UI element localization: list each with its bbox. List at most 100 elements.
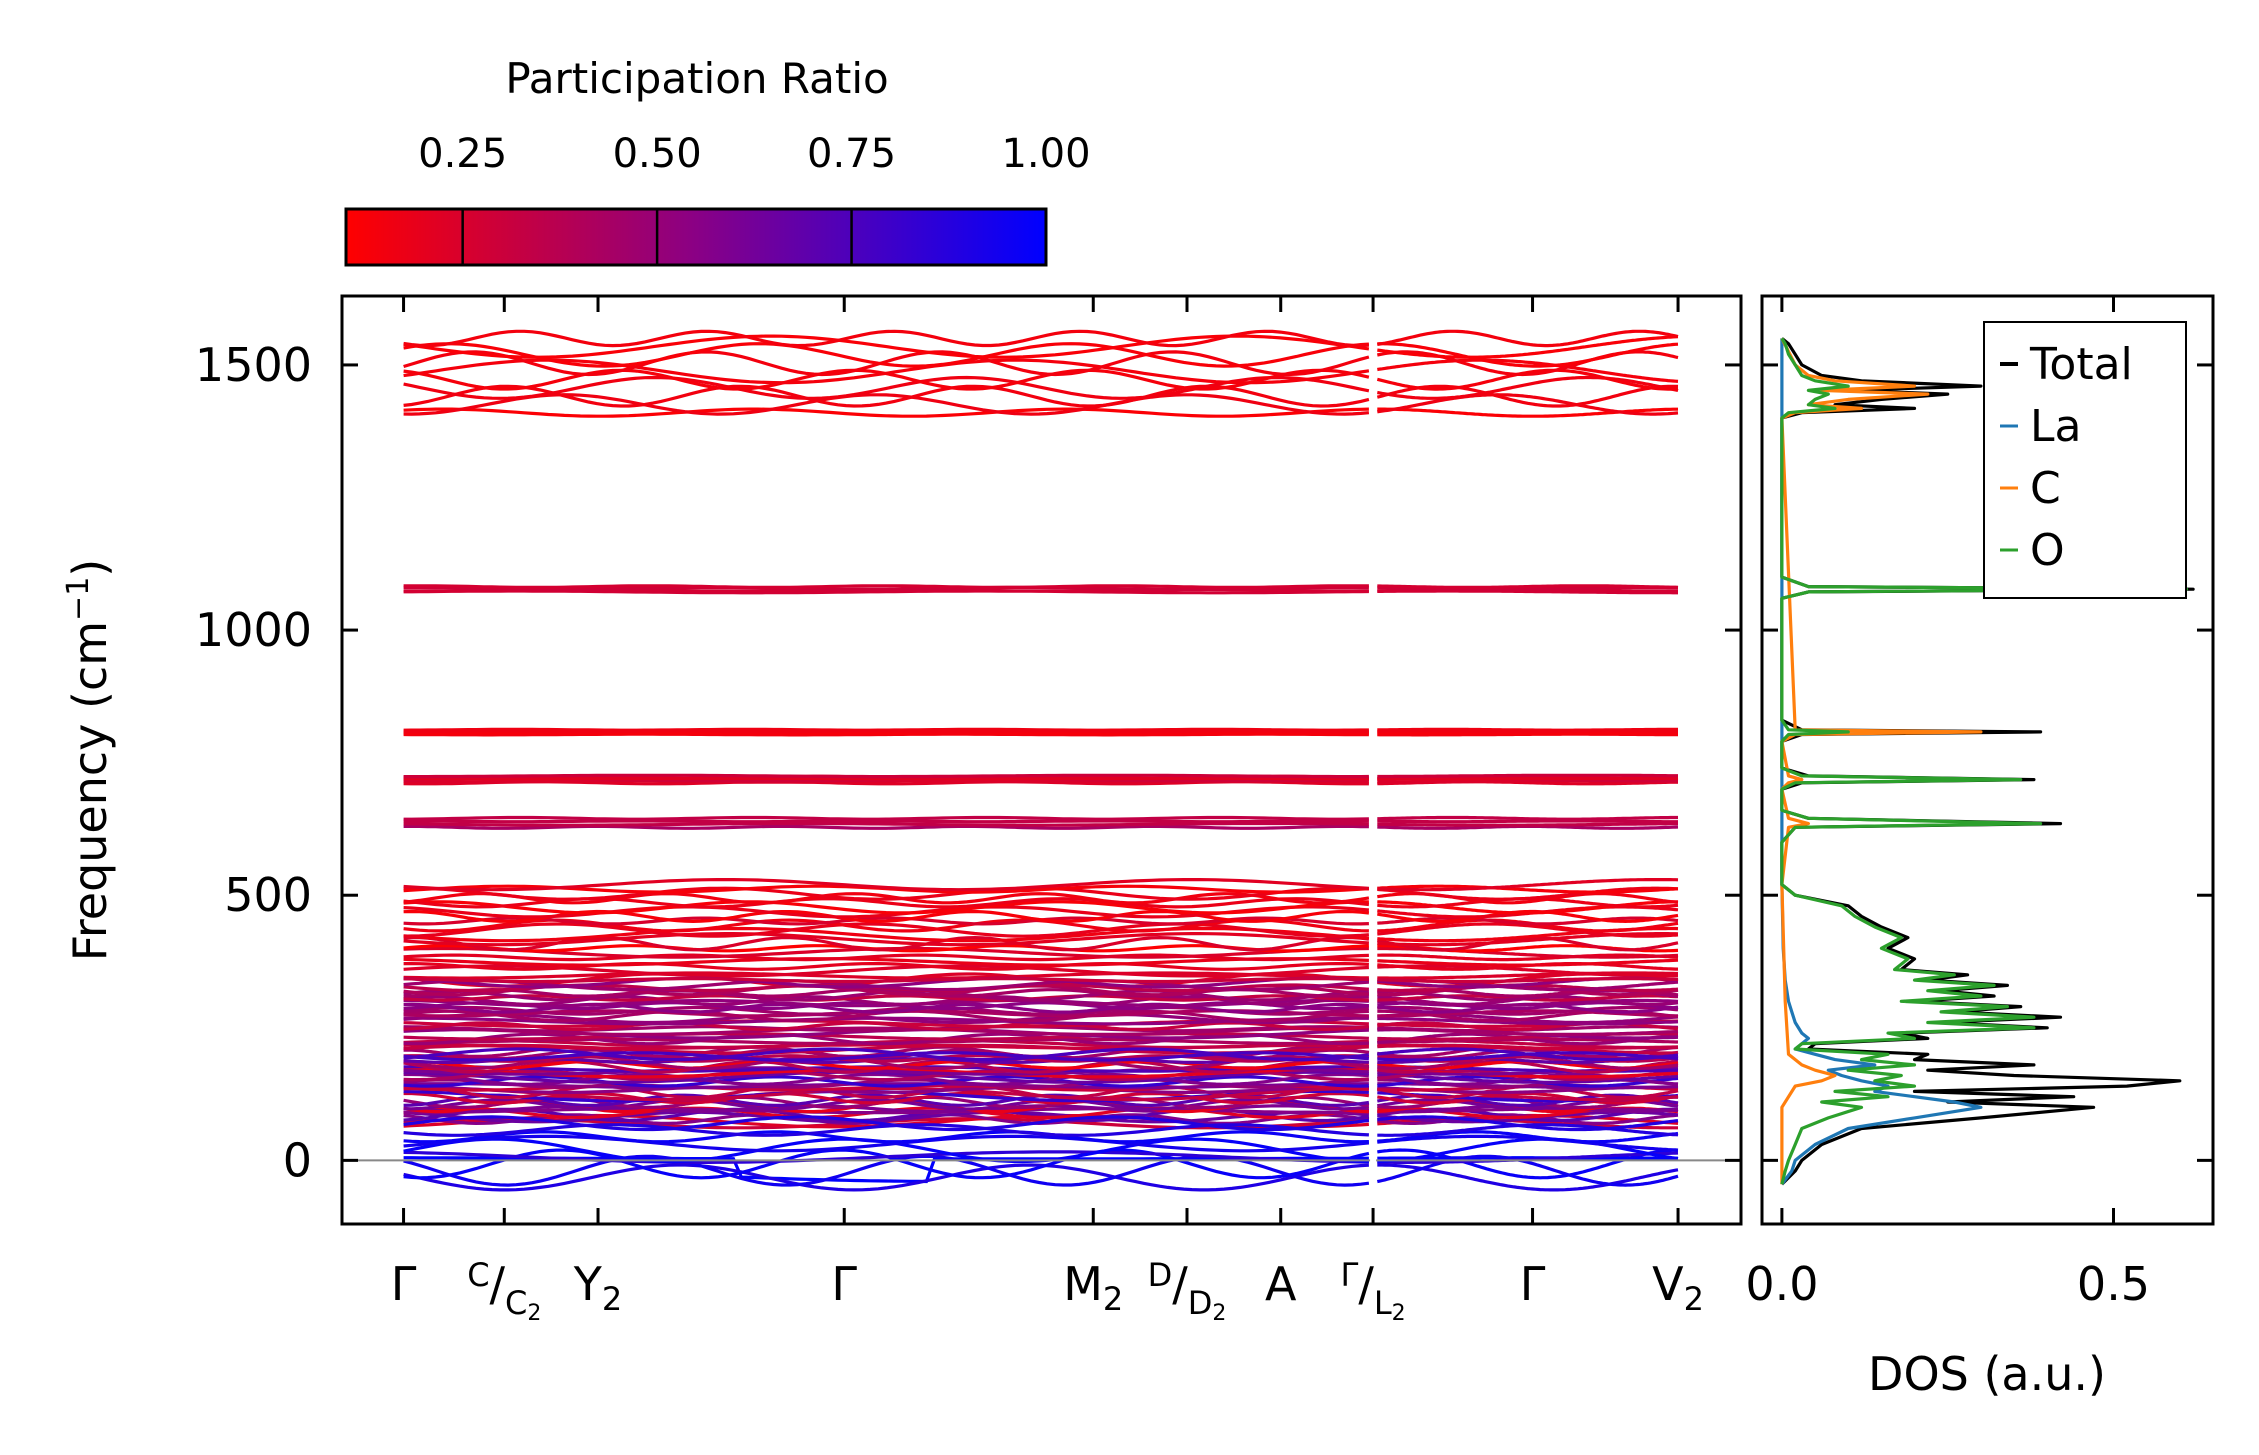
kpath-label: Y2	[573, 1257, 622, 1318]
kpath-axis-ticks: Γ C/C2 Y2 Γ M2 D/D2 A Γ/L2 Γ V2	[391, 296, 1704, 1326]
dos-legend: Total La CO	[1983, 321, 2187, 599]
kpath-label: A	[1265, 1257, 1297, 1311]
frequency-tick-label: 1000	[195, 603, 312, 657]
kpath-label: V2	[1652, 1257, 1704, 1318]
band-line	[403, 1032, 1369, 1041]
band-line	[403, 926, 1370, 943]
band-line	[1377, 329, 1679, 348]
colorbar-gradient	[344, 207, 1048, 267]
dos-curve-la	[1780, 338, 1983, 1186]
band-line	[403, 916, 1369, 926]
band-line	[403, 1134, 1370, 1153]
dos-curves	[1780, 337, 2195, 1186]
band-line	[1377, 393, 1679, 416]
band-line	[403, 824, 1369, 830]
band-structure-panel: 0 500 1000 1500 Γ C/C2 Y2 Γ M2 D/D2 A Γ/L2 Γ V2 Freq…	[61, 294, 1743, 1326]
band-line	[403, 1066, 1369, 1076]
band-line	[1377, 358, 1679, 383]
band-line	[403, 584, 1369, 589]
band-line	[1377, 953, 1679, 962]
kpath-label: D/D2	[1148, 1256, 1227, 1326]
band-line	[1377, 1115, 1679, 1132]
dos-curve-total	[1780, 337, 2195, 1186]
band-line	[403, 1115, 1370, 1132]
band-line	[403, 976, 1370, 989]
kpath-label: Γ	[1520, 1257, 1546, 1311]
band-line	[403, 977, 1369, 984]
band-line	[1376, 368, 1679, 391]
frequency-axis-label: Frequency (cm−1)	[61, 559, 117, 962]
band-line	[403, 1085, 1369, 1094]
band-line	[403, 1150, 1369, 1164]
dos-tick-label: 0.5	[2077, 1257, 2150, 1311]
band-line	[403, 727, 1369, 732]
kpath-label: Γ/L2	[1340, 1256, 1405, 1326]
frequency-tick-label: 500	[224, 868, 312, 922]
band-line	[403, 1075, 1369, 1088]
dos-panel: 0.0 0.5 DOS (a.u.) Total La CO	[1745, 294, 2215, 1401]
band-line	[1377, 1072, 1679, 1084]
band-plot-frame	[340, 294, 1743, 1226]
band-line	[1377, 971, 1678, 980]
colorbar-tick-label: 0.75	[807, 131, 896, 177]
ylabel-superscript: −1	[61, 577, 96, 621]
band-line	[1377, 977, 1679, 984]
kpath-label: C/C2	[467, 1256, 541, 1326]
band-line	[1377, 1047, 1679, 1062]
band-line	[1377, 1137, 1679, 1164]
band-line	[1377, 1163, 1679, 1192]
band-line	[403, 350, 1370, 377]
dos-curve-o	[1780, 337, 2189, 1185]
band-line	[403, 932, 1369, 947]
legend-box	[1983, 321, 2187, 599]
band-line	[403, 957, 1369, 967]
band-line	[403, 900, 1369, 915]
band-line	[1377, 998, 1679, 1008]
colorbar: Participation Ratio 0.25 0.50 0.75 1.00	[344, 54, 1091, 267]
band-line	[403, 1032, 1369, 1046]
band-line	[1377, 773, 1678, 779]
band-line	[403, 821, 1369, 827]
band-lines	[403, 329, 1679, 1192]
legend-label: C	[2030, 463, 2061, 514]
band-line	[1377, 1005, 1679, 1016]
dos-curve-c	[1780, 337, 1983, 1185]
band-line	[1377, 958, 1679, 967]
frequency-tick-label: 1500	[195, 338, 312, 392]
band-line	[403, 1130, 1369, 1144]
frequency-axis-ticks: 0 500 1000 1500	[195, 338, 1741, 1187]
band-line	[1377, 822, 1678, 827]
band-line	[403, 962, 1369, 971]
frequency-tick-label: 0	[283, 1133, 312, 1187]
kpath-label: M2	[1063, 1257, 1123, 1318]
band-line	[403, 407, 1369, 418]
dos-axis-ticks: 0.0 0.5	[1745, 296, 2213, 1311]
band-line	[1377, 884, 1679, 894]
colorbar-ticks: 0.25 0.50 0.75 1.00	[418, 131, 1091, 265]
kpath-label: Γ	[831, 1257, 857, 1311]
colorbar-tick-label: 1.00	[1001, 131, 1090, 177]
band-line	[403, 1148, 1370, 1180]
dos-plot-frame	[1760, 294, 2215, 1226]
band-line	[1377, 342, 1679, 368]
band-line	[1377, 815, 1678, 821]
band-line	[403, 819, 1369, 824]
band-line	[1377, 1148, 1678, 1180]
band-line	[1377, 922, 1679, 938]
band-line	[1377, 375, 1679, 400]
band-line	[1377, 964, 1678, 978]
dos-axis-label: DOS (a.u.)	[1868, 1347, 2106, 1401]
band-line	[1377, 886, 1679, 901]
band-line	[403, 1086, 1369, 1102]
band-line	[403, 334, 1370, 359]
band-line	[403, 892, 1370, 905]
band-line	[1377, 584, 1679, 589]
band-line	[403, 886, 1369, 901]
band-line	[403, 329, 1369, 348]
band-line	[1377, 916, 1679, 926]
band-line	[403, 585, 1369, 592]
colorbar-tick-label: 0.50	[613, 131, 702, 177]
legend-label: Total	[2029, 339, 2133, 390]
band-line	[403, 971, 1369, 980]
